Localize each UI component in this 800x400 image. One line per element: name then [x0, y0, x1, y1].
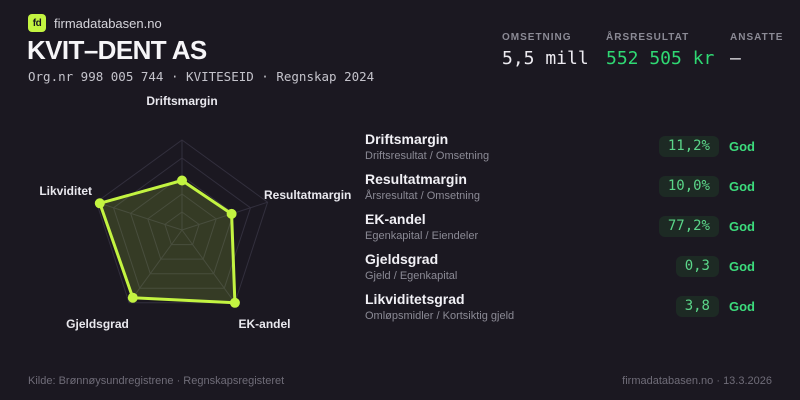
footer-source: Kilde: Brønnøysundregistrene · Regnskaps… [28, 375, 285, 387]
metric-row-resultatmargin: Resultatmargin Årsresultat / Omsetning 1… [365, 171, 759, 202]
metric-value-badge: 3,8 [675, 296, 719, 317]
stat-label: ÅRSRESULTAT [606, 32, 690, 43]
metric-name: Resultatmargin [365, 171, 467, 187]
stat-value: – [730, 48, 741, 69]
brand[interactable]: fd firmadatabasen.no [28, 14, 162, 32]
stat-value: 5,5 mill [502, 48, 589, 69]
metric-value-badge: 10,0% [658, 176, 719, 197]
axis-label-driftsmargin: Driftsmargin [146, 94, 218, 108]
metrics-panel: Driftsmargin Driftsresultat / Omsetning … [365, 131, 759, 331]
metric-value-badge: 77,2% [658, 216, 719, 237]
axis-label-likviditet: Likviditet [39, 184, 92, 198]
metric-row-gjeldsgrad: Gjeldsgrad Gjeld / Egenkapital 0,3 God [365, 251, 759, 282]
metric-formula: Omløpsmidler / Kortsiktig gjeld [365, 310, 515, 322]
metric-formula: Egenkapital / Eiendeler [365, 230, 479, 242]
metric-rating: God [729, 259, 755, 274]
metric-rating: God [729, 219, 755, 234]
metric-name: EK-andel [365, 211, 426, 227]
radar-chart-svg [94, 139, 269, 308]
company-subtitle: Org.nr 998 005 744 · KVITESEID · Regnska… [28, 69, 375, 84]
metric-rating: God [729, 179, 755, 194]
stat-label: ANSATTE [730, 32, 784, 43]
metric-row-likviditetsgrad: Likviditetsgrad Omløpsmidler / Kortsikti… [365, 291, 759, 322]
metric-info: Gjeldsgrad Gjeld / Egenkapital [365, 251, 676, 282]
metric-info: Resultatmargin Årsresultat / Omsetning [365, 171, 659, 202]
metric-value-badge: 0,3 [675, 256, 719, 277]
metric-info: Driftsmargin Driftsresultat / Omsetning [365, 131, 659, 162]
metric-name: Likviditetsgrad [365, 291, 465, 307]
stat-label: OMSETNING [502, 32, 572, 43]
metric-name: Driftsmargin [365, 131, 449, 147]
metric-row-ek-andel: EK-andel Egenkapital / Eiendeler 77,2% G… [365, 211, 759, 242]
company-title: KVIT–DENT AS [27, 35, 207, 65]
metric-rating: God [729, 139, 755, 154]
axis-label-gjeldsgrad: Gjeldsgrad [66, 317, 129, 331]
axis-label-ek-andel: EK-andel [238, 317, 291, 331]
radar-chart: Driftsmargin Resultatmargin EK-andel Gje… [12, 88, 352, 348]
metric-info: EK-andel Egenkapital / Eiendeler [365, 211, 659, 242]
stat-ansatte: ANSATTE – [730, 32, 783, 69]
stat-omsetning: OMSETNING 5,5 mill [502, 32, 589, 69]
metric-rating: God [729, 299, 755, 314]
metric-formula: Årsresultat / Omsetning [365, 190, 480, 202]
fd-logo-icon[interactable]: fd [28, 14, 46, 32]
metric-formula: Gjeld / Egenkapital [365, 270, 458, 282]
site-name[interactable]: firmadatabasen.no [54, 15, 162, 31]
footer-meta: firmadatabasen.no · 13.3.2026 [622, 375, 772, 387]
metric-formula: Driftsresultat / Omsetning [365, 150, 490, 162]
stat-arsresultat: ÅRSRESULTAT 552 505 kr [606, 32, 714, 69]
metric-info: Likviditetsgrad Omløpsmidler / Kortsikti… [365, 291, 676, 322]
axis-label-resultatmargin: Resultatmargin [264, 188, 352, 202]
stat-value: 552 505 kr [606, 48, 715, 69]
metric-name: Gjeldsgrad [365, 251, 439, 267]
metric-value-badge: 11,2% [658, 136, 719, 157]
metric-row-driftsmargin: Driftsmargin Driftsresultat / Omsetning … [365, 131, 759, 162]
